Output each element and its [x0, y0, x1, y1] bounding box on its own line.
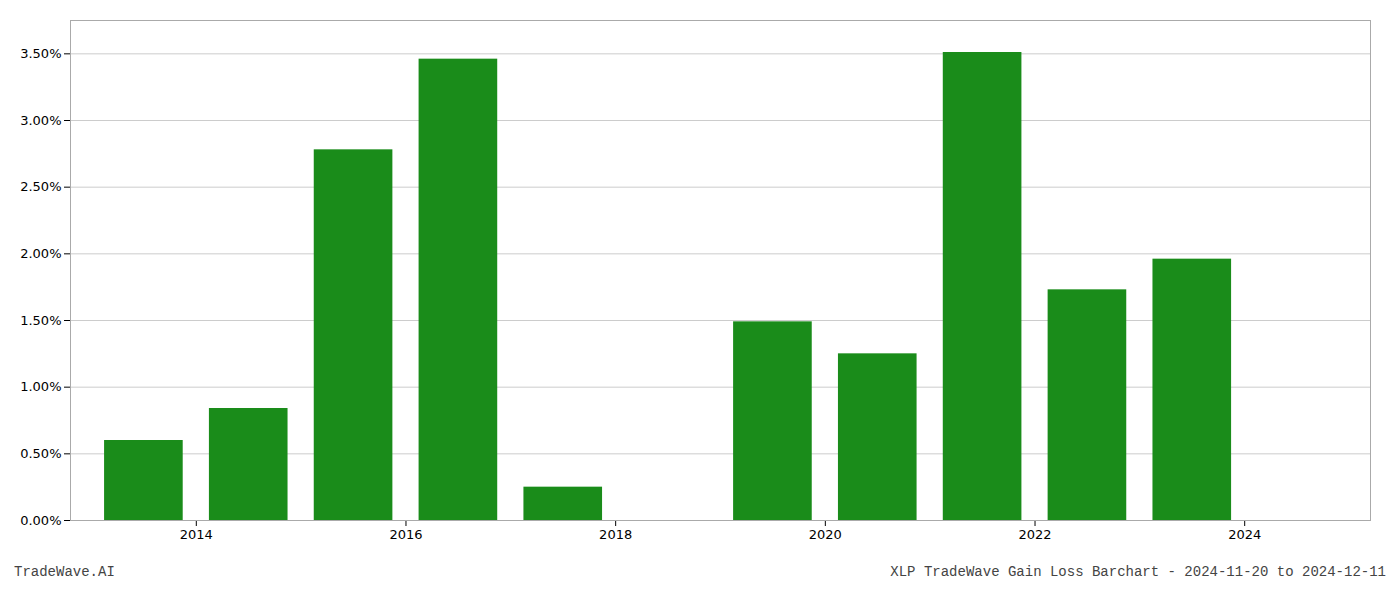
svg-text:0.00%: 0.00%	[20, 513, 61, 528]
svg-text:2024: 2024	[1228, 527, 1261, 542]
svg-text:2.00%: 2.00%	[20, 246, 61, 261]
svg-text:2022: 2022	[1018, 527, 1051, 542]
svg-text:2016: 2016	[389, 527, 422, 542]
svg-text:1.00%: 1.00%	[20, 379, 61, 394]
html-text:TradeWave.AI: TradeWave.AI	[14, 564, 115, 580]
svg-text:2.50%: 2.50%	[20, 179, 61, 194]
svg-text:3.00%: 3.00%	[20, 113, 61, 128]
html-text:XLP TradeWave Gain Loss Barcha: XLP TradeWave Gain Loss Barchart - 2024-…	[890, 564, 1386, 580]
svg-text:2014: 2014	[180, 527, 213, 542]
svg-text:2018: 2018	[599, 527, 632, 542]
svg-text:2020: 2020	[809, 527, 842, 542]
svg-text:3.50%: 3.50%	[20, 46, 61, 61]
svg-text:0.50%: 0.50%	[20, 446, 61, 461]
svg-text:1.50%: 1.50%	[20, 313, 61, 328]
